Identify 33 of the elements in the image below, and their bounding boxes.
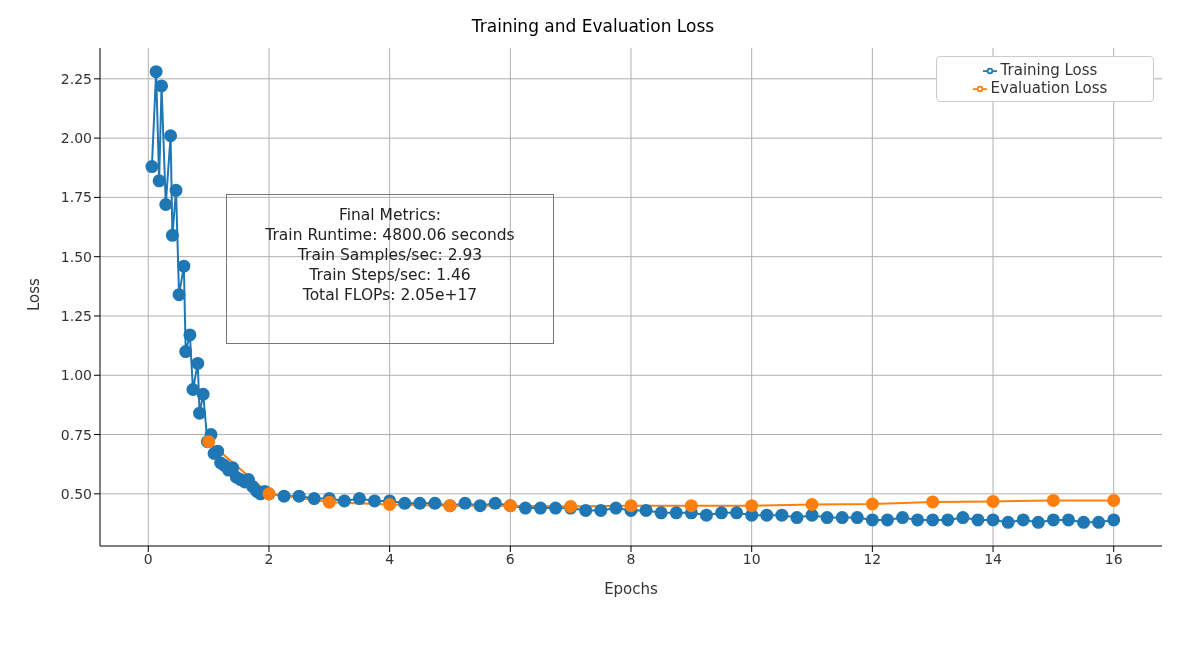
y-tick-label: 1.75 xyxy=(60,189,92,206)
legend-label: Training Loss xyxy=(1000,61,1098,79)
x-tick-label: 6 xyxy=(505,550,515,567)
point xyxy=(986,494,1000,508)
legend-label: Evaluation Loss xyxy=(990,79,1108,97)
chart-title: Training and Evaluation Loss xyxy=(470,16,716,36)
y-tick-label: 2.00 xyxy=(60,130,92,147)
y-tick-label: 0.50 xyxy=(60,485,92,502)
x-tick-label: 14 xyxy=(984,550,1003,567)
y-tick-label: 1.00 xyxy=(60,367,92,384)
point xyxy=(1107,493,1121,507)
y-tick-label: 1.50 xyxy=(60,248,92,265)
x-tick-label: 16 xyxy=(1104,550,1123,567)
x-tick-label: 0 xyxy=(143,550,153,567)
point xyxy=(805,498,819,511)
x-tick-label: 4 xyxy=(385,550,395,567)
text-box: Final Metrics: Train Runtime: 4800.06 seconds Train Samples/sec: 2.93 Train Steps/sec: 1.46 Total FLOPs: 2.05e+17 xyxy=(226,194,554,344)
x-tick-label: 10 xyxy=(742,550,761,567)
point xyxy=(624,499,638,513)
x-tick-label: 8 xyxy=(626,550,636,567)
x-axis-title: Epochs xyxy=(604,580,659,598)
y-axis-title: Loss xyxy=(25,277,44,311)
point xyxy=(383,498,397,511)
y-tick-label: 1.25 xyxy=(60,307,92,324)
x-tick-label: 12 xyxy=(863,550,882,567)
point xyxy=(684,499,698,513)
y-tick-label: 2.25 xyxy=(60,70,92,87)
y-tick-label: 0.75 xyxy=(60,426,92,443)
x-tick-label: 2 xyxy=(264,550,274,567)
point xyxy=(1046,493,1060,507)
point xyxy=(865,497,879,511)
point xyxy=(745,499,759,513)
point xyxy=(926,495,940,509)
